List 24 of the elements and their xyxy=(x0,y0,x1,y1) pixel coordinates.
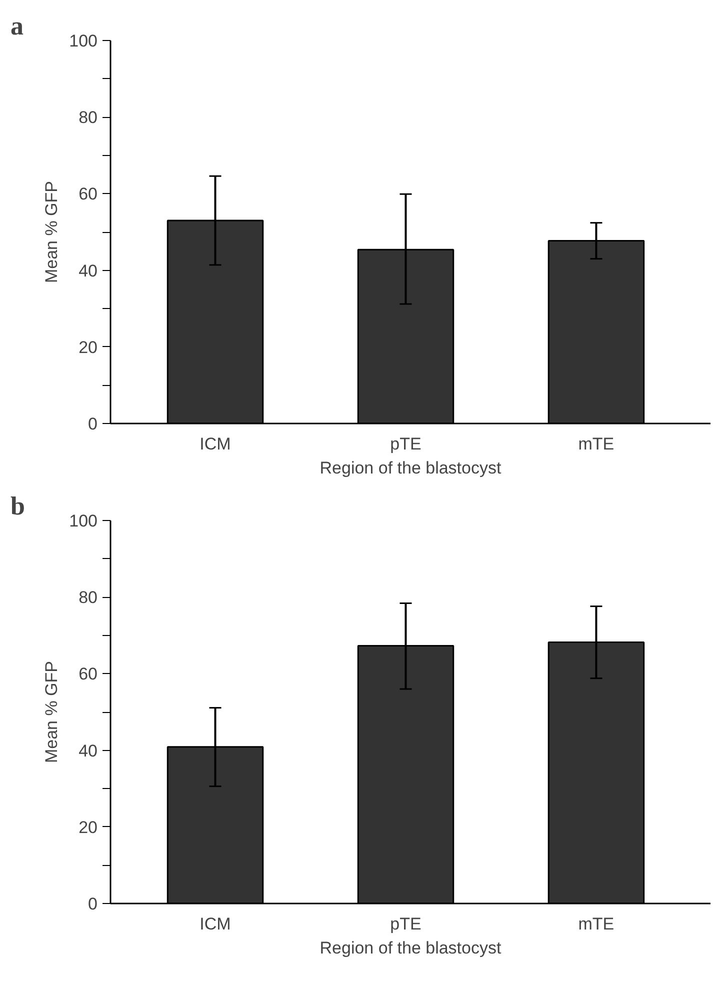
x-tick-label: mTE xyxy=(578,434,614,454)
y-tick-label: 20 xyxy=(78,338,98,357)
y-axis-title: Mean % GFP xyxy=(42,660,62,764)
y-tick-label: 20 xyxy=(78,818,98,837)
x-tick-label: ICM xyxy=(200,434,231,454)
text: b xyxy=(10,492,25,520)
x-tick-label: pTE xyxy=(390,434,422,454)
x-axis-title: Region of the blastocyst xyxy=(320,938,502,958)
y-tick-label: 80 xyxy=(78,108,98,128)
y-tick-label: 60 xyxy=(78,664,98,684)
y-tick-label: 40 xyxy=(78,261,98,280)
y-tick-label: 40 xyxy=(78,741,98,760)
y-tick-label: 80 xyxy=(78,588,98,608)
y-tick-label: 0 xyxy=(88,894,98,914)
text: a xyxy=(10,12,24,40)
x-axis-title: Region of the blastocyst xyxy=(320,458,502,478)
x-tick-label: ICM xyxy=(200,914,231,934)
y-axis-title: Mean % GFP xyxy=(42,180,62,284)
y-tick-label: 60 xyxy=(78,184,98,204)
y-tick-label: 100 xyxy=(69,32,98,50)
x-tick-label: pTE xyxy=(390,914,422,934)
y-tick-label: 100 xyxy=(69,512,98,530)
x-tick-label: mTE xyxy=(578,914,614,934)
y-tick-label: 0 xyxy=(88,414,98,434)
